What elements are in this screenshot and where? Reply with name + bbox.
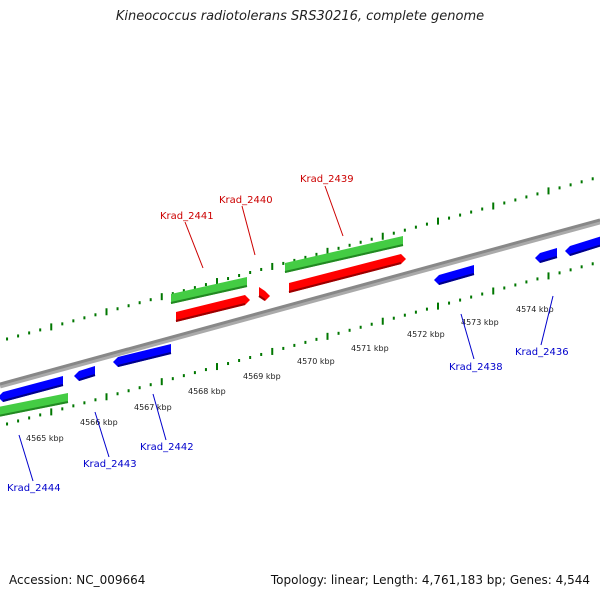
gene-label-krad-2439: Krad_2439 — [300, 174, 354, 185]
gene-label-krad-2441: Krad_2441 — [160, 211, 214, 222]
label-leader — [152, 393, 167, 441]
reverse-gene-2438-body — [434, 265, 474, 285]
forward-gene-2441-body — [176, 295, 250, 322]
cds-block — [284, 236, 404, 273]
cds-block — [170, 277, 248, 304]
label-leader — [18, 434, 34, 482]
reverse-strand-ticks — [6, 262, 594, 426]
forward-strand-ticks — [6, 177, 594, 341]
scale-label: 4566 kbp — [80, 418, 118, 427]
forward-gene-2441-shade — [175, 303, 246, 322]
backbone-line — [0, 218, 600, 386]
scale-labels: 4565 kbp 4566 kbp 4567 kbp 4568 kbp 4569 kbp… — [26, 305, 554, 443]
gene-features — [0, 236, 600, 417]
reverse-gene-2438 — [434, 265, 475, 285]
label-leader — [324, 185, 344, 237]
scale-label: 4571 kbp — [351, 344, 389, 353]
forward-gene-2440 — [258, 287, 270, 301]
forward-gene-2439-shade — [288, 262, 402, 293]
reverse-gene-2442 — [113, 344, 172, 367]
gene-label-krad-2438: Krad_2438 — [449, 362, 503, 373]
genome-backbone — [0, 218, 600, 389]
reverse-gene-2436-shade — [569, 244, 600, 256]
reverse-gene-2437-shade — [539, 256, 558, 263]
forward-gene-2439-body — [289, 254, 406, 293]
gene-label-krad-2440: Krad_2440 — [219, 195, 273, 206]
reverse-gene-2444-body — [0, 376, 63, 402]
genome-title: Kineococcus radiotolerans SRS30216, comp… — [115, 9, 485, 24]
scale-label: 4572 kbp — [407, 330, 445, 339]
gene-label-krad-2442: Krad_2442 — [140, 442, 194, 453]
backbone-shadow — [0, 219, 600, 389]
reverse-gene-2444 — [0, 376, 64, 402]
gene-label-krad-2443: Krad_2443 — [83, 459, 137, 470]
reverse-gene-2442-shade — [117, 352, 172, 367]
label-leader — [460, 313, 475, 360]
cds-block-shade — [0, 401, 69, 417]
accession-label: Accession: NC_009664 — [9, 573, 146, 587]
reverse-gene-2442-body — [113, 344, 171, 367]
label-leader — [241, 205, 256, 256]
scale-label: 4573 kbp — [461, 318, 499, 327]
reverse-gene-2443 — [74, 366, 96, 381]
reverse-gene-2436-body — [565, 236, 600, 256]
label-leader — [184, 221, 204, 269]
forward-gene-2439 — [288, 254, 406, 293]
label-leader — [540, 295, 554, 346]
scale-label: 4567 kbp — [134, 403, 172, 412]
genome-summary: Topology: linear; Length: 4,761,183 bp; … — [270, 573, 590, 587]
cds-block-shade — [170, 285, 248, 304]
forward-gene-2440-shade — [258, 295, 266, 301]
cds-block-body — [0, 393, 68, 417]
cds-block-body — [285, 236, 403, 273]
reverse-gene-2436 — [565, 236, 600, 256]
gene-label-krad-2436: Krad_2436 — [515, 347, 569, 358]
scale-label: 4568 kbp — [188, 387, 226, 396]
scale-label: 4565 kbp — [26, 434, 64, 443]
reverse-gene-2438-shade — [438, 273, 475, 285]
reverse-gene-2437 — [535, 248, 558, 263]
gene-label-krad-2444: Krad_2444 — [7, 483, 61, 494]
cds-block-shade — [284, 244, 404, 273]
reverse-gene-2444-shade — [2, 384, 64, 402]
cds-block-body — [171, 277, 247, 304]
gene-labels: Krad_2441 Krad_2440 Krad_2439 Krad_2444 Krad… — [7, 174, 569, 494]
reverse-gene-2443-shade — [78, 374, 96, 381]
scale-label: 4570 kbp — [297, 357, 335, 366]
scale-label: 4569 kbp — [243, 372, 281, 381]
cds-block — [0, 393, 69, 417]
label-leader — [94, 411, 110, 458]
scale-label: 4574 kbp — [516, 305, 554, 314]
forward-gene-2441 — [175, 295, 250, 322]
